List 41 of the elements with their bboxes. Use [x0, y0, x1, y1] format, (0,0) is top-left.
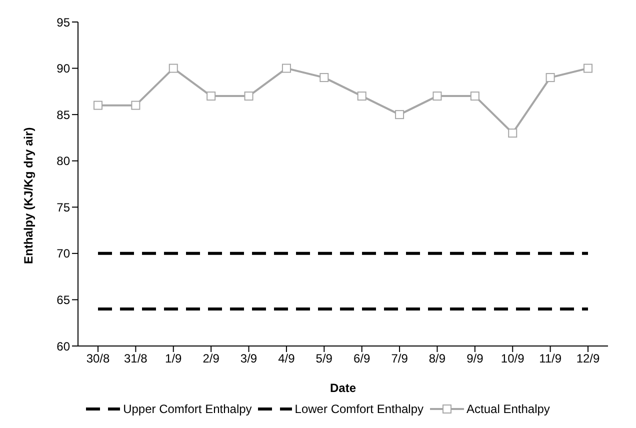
legend-label: Upper Comfort Enthalpy: [123, 402, 252, 416]
x-tick-label: 12/9: [576, 352, 600, 366]
y-tick-label: 90: [56, 62, 70, 76]
y-tick-label: 75: [56, 200, 70, 214]
point: [395, 110, 404, 120]
point: [470, 92, 480, 101]
point: [357, 92, 366, 101]
x-tick-label: 3/9: [240, 352, 258, 366]
point: [244, 92, 254, 101]
point: [584, 64, 592, 73]
point: [131, 100, 140, 110]
point: [168, 64, 178, 73]
point: [282, 64, 291, 73]
x-tick-label: 9/9: [466, 352, 484, 366]
x-tick-label: 31/8: [124, 352, 148, 366]
x-tick-label: 7/9: [391, 352, 408, 366]
x-tick-label: 6/9: [354, 352, 371, 366]
y-tick-label: 65: [56, 292, 70, 307]
point: [546, 73, 555, 82]
x-tick-label: 2/9: [202, 352, 220, 366]
legend-label: Lower Comfort Enthalpy: [294, 402, 424, 416]
point: [508, 128, 518, 138]
x-tick-label: 4/9: [278, 352, 296, 366]
y-tick-label: 60: [56, 339, 70, 354]
point: [94, 100, 102, 110]
point: [432, 92, 442, 101]
x-tick-label: 10/9: [500, 352, 525, 366]
y-tick-label: 80: [56, 154, 70, 168]
y-tick-label: 70: [56, 246, 70, 261]
point: [206, 92, 216, 101]
x-tick-label: 5/9: [316, 352, 333, 366]
x-axis-title: Date: [330, 381, 356, 395]
x-tick-label: 30/8: [86, 352, 110, 366]
y-tick-label: 85: [56, 108, 70, 122]
y-axis-title: Enthalpy (KJ/Kg dry air): [21, 127, 36, 264]
y-tick-label: 95: [56, 15, 70, 30]
legend-label: Actual Enthalpy: [466, 402, 550, 416]
point: [320, 73, 329, 82]
x-tick-label: 8/9: [428, 352, 446, 366]
x-tick-label: 11/9: [539, 352, 562, 366]
x-tick-label: 1/9: [165, 352, 182, 366]
